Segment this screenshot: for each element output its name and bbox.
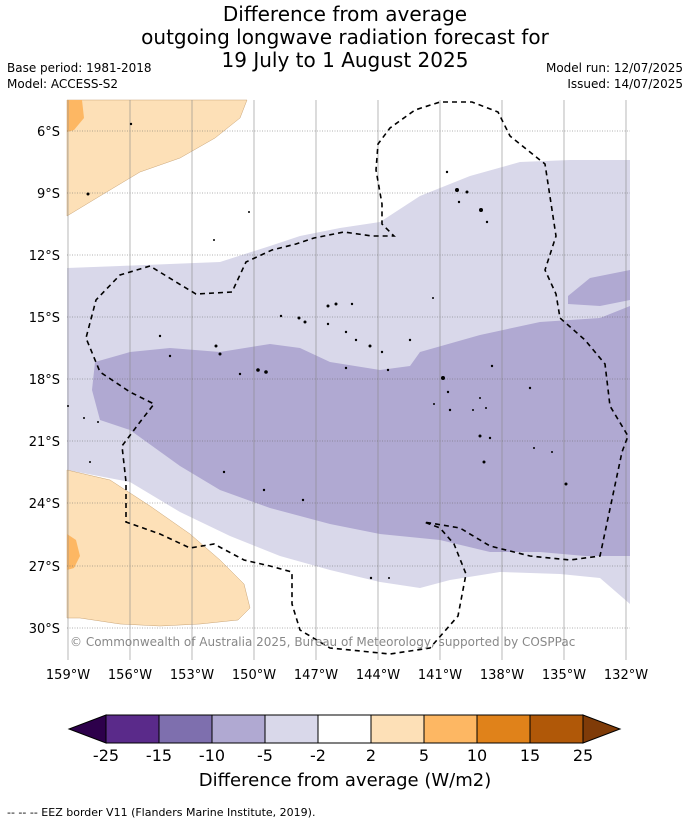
longitude-label: 144°W	[356, 668, 400, 683]
colorbar-title: Difference from average (W/m2)	[198, 770, 492, 791]
eez-border-1	[85, 101, 629, 655]
colorbar-tick-label: 5	[419, 746, 429, 765]
region-orange-sw	[67, 534, 80, 570]
latitude-label: 6°S	[37, 125, 60, 140]
title-line-1: Difference from average	[222, 2, 468, 26]
colorbar-tick-label: 15	[520, 746, 540, 765]
colorbar-segment	[370, 714, 425, 744]
region-light-orange-nw	[66, 99, 248, 217]
colorbar-tick-label: 25	[573, 746, 593, 765]
base-period: Base period: 1981-2018	[7, 61, 152, 75]
colorbar-tick-label: -15	[146, 746, 172, 765]
longitude-labels: 159°W 156°W 153°W 150°W 147°W 144°W 141°W 138°W…	[46, 668, 648, 683]
latitude-label: 12°S	[29, 249, 60, 264]
colorbar-segment	[317, 714, 372, 744]
latitude-label: 18°S	[29, 373, 60, 388]
region-medium-purple	[92, 270, 630, 556]
model-name: Model: ACCESS-S2	[7, 77, 119, 91]
meta-right: Model run: 12/07/2025 Issued: 14/07/2025	[546, 60, 683, 92]
colorbar-tick-label: -5	[257, 746, 273, 765]
latitude-label: 9°S	[37, 187, 60, 202]
issued-date: Issued: 14/07/2025	[567, 77, 683, 91]
islands	[67, 122, 568, 580]
colorbar-tick-label: -2	[310, 746, 326, 765]
longitude-label: 138°W	[480, 668, 524, 683]
colorbar-tick-label: -10	[199, 746, 225, 765]
colorbar-under-arrow	[67, 714, 107, 744]
longitude-label: 132°W	[604, 668, 648, 683]
latitude-label: 21°S	[29, 435, 60, 450]
region-light-orange-sw	[66, 469, 251, 627]
copyright-text: © Commonwealth of Australia 2025, Bureau…	[70, 635, 575, 649]
longitude-label: 150°W	[232, 668, 276, 683]
grid-lines	[67, 100, 630, 660]
latitude-labels: 6°S 9°S 12°S 15°S 18°S 21°S 24°S 27°S 30°S	[29, 125, 60, 637]
map-blank-area	[590, 604, 630, 660]
colorbar-tick-label: 2	[366, 746, 376, 765]
latitude-label: 24°S	[29, 497, 60, 512]
meta-left: Base period: 1981-2018 Model: ACCESS-S2	[7, 60, 152, 92]
colorbar-segment	[105, 714, 160, 744]
colorbar-segment	[211, 714, 266, 744]
eez-legend: -- -- -- EEZ border V11 (Flanders Marine…	[7, 806, 316, 819]
longitude-label: 156°W	[108, 668, 152, 683]
map-panel	[66, 99, 630, 660]
longitude-label: 135°W	[542, 668, 586, 683]
colorbar-segment	[264, 714, 319, 744]
colorbar-segment	[476, 714, 531, 744]
colorbar-segment	[158, 714, 213, 744]
latitude-label: 30°S	[29, 622, 60, 637]
latitude-label: 27°S	[29, 560, 60, 575]
longitude-label: 153°W	[170, 668, 214, 683]
colorbar-tick-label: -25	[93, 746, 119, 765]
colorbar: -25 -15 -10 -5 -2 2 5 10 15 25	[67, 714, 622, 765]
region-orange-nw	[67, 100, 84, 132]
longitude-label: 159°W	[46, 668, 90, 683]
colorbar-over-arrow	[582, 714, 622, 744]
eez-borders	[85, 101, 629, 655]
model-run: Model run: 12/07/2025	[545, 61, 683, 75]
longitude-label: 141°W	[418, 668, 462, 683]
title-line-2: outgoing longwave radiation forecast for	[141, 25, 549, 49]
latitude-label: 15°S	[29, 311, 60, 326]
colorbar-tick-label: 10	[467, 746, 487, 765]
colorbar-segment	[529, 714, 584, 744]
title-line-3: 19 July to 1 August 2025	[221, 48, 469, 72]
colorbar-segment	[423, 714, 478, 744]
longitude-label: 147°W	[294, 668, 338, 683]
